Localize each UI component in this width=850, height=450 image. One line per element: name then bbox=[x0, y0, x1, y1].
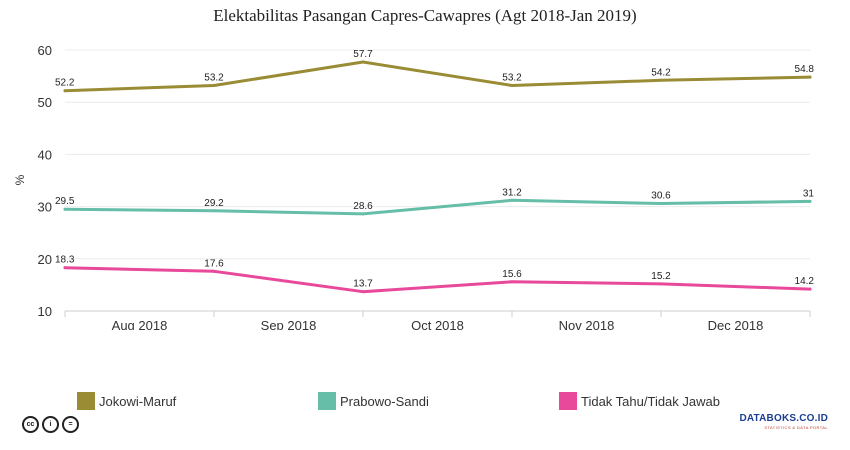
license-icons: cc i = bbox=[22, 416, 79, 433]
x-tick-label: Nov 2018 bbox=[559, 318, 615, 330]
data-label: 18.3 bbox=[55, 255, 75, 266]
brand-name: DATABOKS.CO.ID bbox=[739, 413, 828, 424]
data-point bbox=[361, 290, 365, 294]
series-line bbox=[63, 198, 812, 216]
data-label: 15.6 bbox=[502, 269, 522, 280]
data-label: 17.6 bbox=[204, 258, 224, 269]
data-label: 53.2 bbox=[204, 72, 224, 83]
data-point bbox=[63, 89, 67, 93]
data-point bbox=[212, 269, 216, 273]
y-tick-label: 50 bbox=[38, 95, 52, 110]
data-point bbox=[212, 83, 216, 87]
brand-tagline: STATISTICS & DATA PORTAL bbox=[764, 425, 828, 430]
y-tick-label: 10 bbox=[38, 304, 52, 319]
data-point bbox=[808, 75, 812, 79]
legend-item-prabowo-sandi[interactable]: Prabowo-Sandi bbox=[318, 392, 429, 410]
x-tick-label: Sep 2018 bbox=[261, 318, 317, 330]
data-label: 13.7 bbox=[353, 279, 373, 290]
data-point bbox=[63, 266, 67, 270]
data-point bbox=[659, 201, 663, 205]
legend-swatch bbox=[77, 392, 95, 410]
series-line bbox=[63, 60, 812, 93]
data-point bbox=[510, 198, 514, 202]
data-point bbox=[361, 212, 365, 216]
data-label: 53.2 bbox=[502, 72, 522, 83]
data-label: 15.2 bbox=[651, 271, 671, 282]
data-label: 52.2 bbox=[55, 78, 75, 89]
data-label: 28.6 bbox=[353, 201, 373, 212]
legend-label: Tidak Tahu/Tidak Jawab bbox=[581, 393, 720, 409]
data-label: 29.2 bbox=[204, 198, 224, 209]
data-label: 29.5 bbox=[55, 196, 75, 207]
data-label: 57.7 bbox=[353, 49, 373, 60]
data-point bbox=[212, 209, 216, 213]
y-tick-label: 30 bbox=[38, 200, 52, 215]
cc-icon: cc bbox=[22, 416, 39, 433]
data-label: 30.6 bbox=[651, 190, 671, 201]
y-tick-label: 20 bbox=[38, 252, 52, 267]
x-tick-label: Dec 2018 bbox=[708, 318, 764, 330]
data-point bbox=[808, 199, 812, 203]
x-tick-label: Oct 2018 bbox=[411, 318, 464, 330]
data-point bbox=[63, 207, 67, 211]
data-point bbox=[659, 282, 663, 286]
legend-swatch bbox=[559, 392, 577, 410]
brand-logo[interactable]: DATABOKS.CO.ID STATISTICS & DATA PORTAL bbox=[739, 413, 828, 430]
legend-label: Prabowo-Sandi bbox=[340, 393, 429, 409]
legend-label: Jokowi-Maruf bbox=[99, 393, 177, 409]
data-point bbox=[361, 60, 365, 64]
attribution-icon: i bbox=[42, 416, 59, 433]
y-tick-label: 60 bbox=[38, 43, 52, 58]
data-point bbox=[510, 83, 514, 87]
data-label: 31.2 bbox=[502, 187, 522, 198]
y-tick-label: 40 bbox=[38, 147, 52, 162]
data-point bbox=[510, 280, 514, 284]
legend-item-tidak-tahu[interactable]: Tidak Tahu/Tidak Jawab bbox=[559, 392, 720, 410]
data-label: 54.8 bbox=[795, 64, 815, 75]
chart-title: Elektabilitas Pasangan Capres-Cawapres (… bbox=[213, 6, 637, 25]
data-label: 14.2 bbox=[795, 276, 815, 287]
data-point bbox=[659, 78, 663, 82]
line-chart: 10 20 30 40 50 60 Aug 2018 Sep 2018 Oct 2018 Nov … bbox=[13, 43, 815, 330]
data-point bbox=[808, 287, 812, 291]
series-line bbox=[63, 266, 812, 294]
data-label: 31 bbox=[803, 188, 815, 199]
no-derivatives-icon: = bbox=[62, 416, 79, 433]
legend-swatch bbox=[318, 392, 336, 410]
y-axis-title: % bbox=[13, 174, 27, 185]
legend-item-jokowi-maruf[interactable]: Jokowi-Maruf bbox=[77, 392, 176, 410]
data-label: 54.2 bbox=[651, 67, 671, 78]
x-tick-label: Aug 2018 bbox=[112, 318, 168, 330]
